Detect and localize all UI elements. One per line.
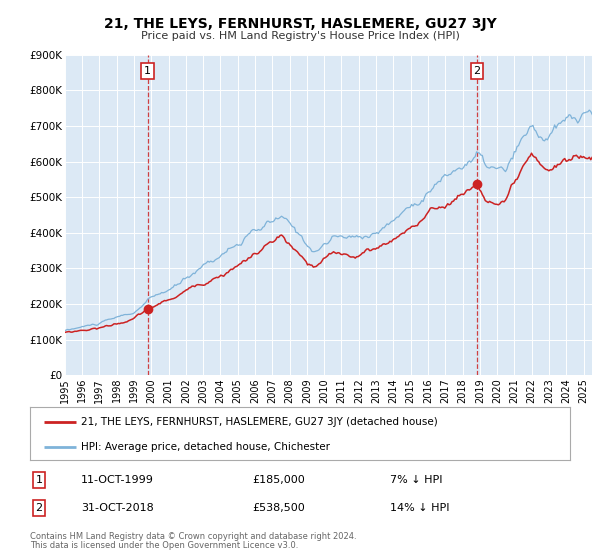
Text: £185,000: £185,000 [252,475,305,485]
Text: 2: 2 [35,503,43,513]
Text: 21, THE LEYS, FERNHURST, HASLEMERE, GU27 3JY (detached house): 21, THE LEYS, FERNHURST, HASLEMERE, GU27… [82,417,438,427]
Text: 7% ↓ HPI: 7% ↓ HPI [390,475,443,485]
Text: Price paid vs. HM Land Registry's House Price Index (HPI): Price paid vs. HM Land Registry's House … [140,31,460,41]
Text: 14% ↓ HPI: 14% ↓ HPI [390,503,449,513]
Text: HPI: Average price, detached house, Chichester: HPI: Average price, detached house, Chic… [82,442,331,452]
Text: Contains HM Land Registry data © Crown copyright and database right 2024.: Contains HM Land Registry data © Crown c… [30,532,356,541]
Text: 11-OCT-1999: 11-OCT-1999 [81,475,154,485]
Text: 31-OCT-2018: 31-OCT-2018 [81,503,154,513]
Text: £538,500: £538,500 [252,503,305,513]
Text: 1: 1 [35,475,43,485]
Text: This data is licensed under the Open Government Licence v3.0.: This data is licensed under the Open Gov… [30,542,298,550]
Text: 2: 2 [473,66,481,76]
Text: 21, THE LEYS, FERNHURST, HASLEMERE, GU27 3JY: 21, THE LEYS, FERNHURST, HASLEMERE, GU27… [104,17,496,31]
Text: 1: 1 [144,66,151,76]
